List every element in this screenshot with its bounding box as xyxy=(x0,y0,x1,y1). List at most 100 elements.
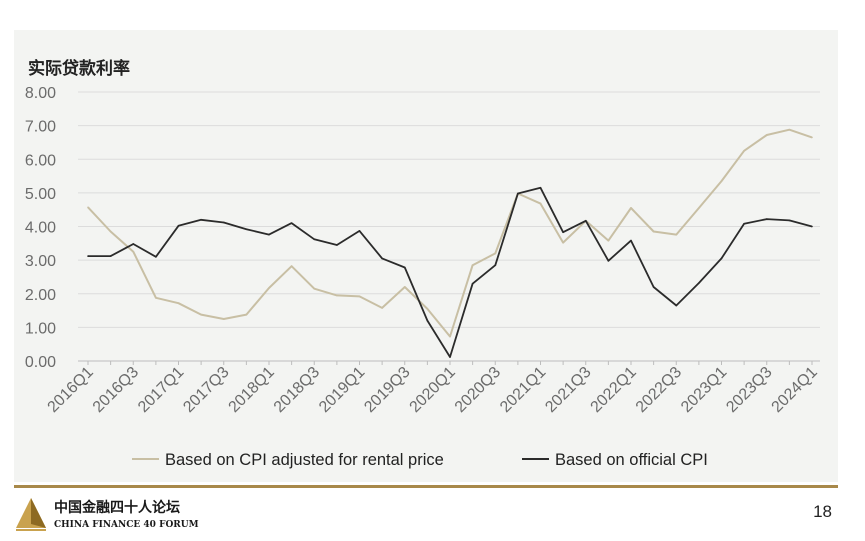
y-tick-label: 4.00 xyxy=(25,220,56,237)
logo-cn-text: 中国金融四十人论坛 xyxy=(54,499,180,516)
x-tick-label: 2020Q3 xyxy=(452,364,504,416)
series-lines xyxy=(87,128,813,358)
data-point xyxy=(245,228,248,230)
data-point xyxy=(788,219,791,222)
data-point xyxy=(313,238,316,241)
y-tick-label: 6.00 xyxy=(25,152,56,169)
legend: Based on CPI adjusted for rental price B… xyxy=(132,451,708,469)
data-point xyxy=(245,313,248,316)
data-point xyxy=(471,282,474,285)
x-tick-label: 2017Q1 xyxy=(135,364,187,416)
data-point xyxy=(268,287,270,289)
data-point xyxy=(268,233,270,236)
y-tick-label: 2.00 xyxy=(25,287,56,304)
data-point xyxy=(765,218,768,220)
data-point xyxy=(177,302,180,304)
y-tick-label: 0.00 xyxy=(25,354,56,371)
x-tick-label: 2021Q1 xyxy=(497,364,549,416)
data-point xyxy=(132,250,135,253)
data-point xyxy=(381,257,383,260)
data-point xyxy=(584,219,587,222)
data-point xyxy=(720,257,723,260)
data-point xyxy=(607,239,610,242)
x-tick-label: 2017Q3 xyxy=(180,364,232,416)
data-point xyxy=(358,295,361,298)
data-point xyxy=(177,225,180,227)
data-point xyxy=(698,207,700,209)
y-axis: 0.00 1.00 2.00 3.00 4.00 5.00 6.00 7.00 8.00 xyxy=(25,85,56,371)
data-point xyxy=(517,192,519,195)
chart-title: 实际贷款利率 xyxy=(28,58,130,79)
y-tick-label: 1.00 xyxy=(25,320,56,337)
series-line-official xyxy=(88,186,813,358)
y-tick-label: 3.00 xyxy=(25,253,56,270)
data-point xyxy=(675,304,678,307)
data-point xyxy=(200,313,202,316)
data-point xyxy=(109,230,112,233)
data-point xyxy=(743,223,745,225)
data-point xyxy=(290,222,293,224)
x-tick-label: 2020Q1 xyxy=(407,364,459,416)
data-point xyxy=(607,259,610,262)
data-point xyxy=(471,264,474,266)
data-point xyxy=(403,266,406,269)
legend-label-official: Based on official CPI xyxy=(555,451,708,469)
data-point xyxy=(155,255,157,258)
data-point xyxy=(109,255,112,257)
data-point xyxy=(336,294,338,297)
data-point xyxy=(426,308,429,310)
data-point xyxy=(381,307,383,309)
data-point xyxy=(698,282,700,284)
data-point xyxy=(652,230,655,233)
data-point xyxy=(403,286,406,288)
x-tick-label: 2016Q1 xyxy=(45,364,97,416)
data-point xyxy=(155,296,157,299)
data-point xyxy=(743,150,745,152)
data-point xyxy=(630,207,632,209)
data-point xyxy=(336,244,338,246)
x-axis: 2016Q12016Q32017Q12017Q32018Q12018Q32019… xyxy=(45,361,821,416)
logo-en-text: CHINA FINANCE 40 FORUM xyxy=(54,520,199,530)
x-tick-label: 2023Q3 xyxy=(723,364,775,416)
x-tick-label: 2016Q3 xyxy=(90,364,142,416)
page-number: 18 xyxy=(813,502,832,521)
y-tick-label: 8.00 xyxy=(25,85,56,102)
footer-divider xyxy=(14,485,838,488)
data-point xyxy=(290,265,293,267)
data-point xyxy=(494,264,497,266)
data-point xyxy=(87,255,89,257)
series-line-rental xyxy=(87,128,813,338)
data-point xyxy=(539,187,542,189)
data-point xyxy=(313,287,316,290)
data-point xyxy=(222,318,225,320)
data-point xyxy=(539,202,542,205)
data-point xyxy=(562,231,564,234)
data-point xyxy=(765,134,768,136)
data-point xyxy=(562,241,564,244)
data-point xyxy=(811,225,813,228)
data-point xyxy=(449,335,451,338)
x-tick-label: 2019Q3 xyxy=(361,364,413,416)
y-tick-label: 7.00 xyxy=(25,119,56,136)
data-point xyxy=(788,128,791,131)
cf40-logo: 中国金融四十人论坛 CHINA FINANCE 40 FORUM xyxy=(14,494,264,534)
data-point xyxy=(652,286,655,288)
pyramid-icon: 中国金融四十人论坛 CHINA FINANCE 40 FORUM xyxy=(16,498,199,531)
y-tick-label: 5.00 xyxy=(25,186,56,203)
x-tick-label: 2022Q3 xyxy=(633,364,685,416)
data-point xyxy=(494,252,497,255)
data-point xyxy=(630,239,632,242)
data-point xyxy=(200,218,202,221)
x-tick-label: 2023Q1 xyxy=(678,364,730,416)
x-tick-label: 2019Q1 xyxy=(316,364,368,416)
x-tick-label: 2022Q1 xyxy=(588,364,640,416)
x-tick-label: 2021Q3 xyxy=(542,364,594,416)
x-tick-label: 2018Q3 xyxy=(271,364,323,416)
data-point xyxy=(358,230,361,232)
data-point xyxy=(87,206,89,209)
data-point xyxy=(222,221,225,224)
data-point xyxy=(811,136,813,139)
x-tick-label: 2018Q1 xyxy=(226,364,278,416)
data-point xyxy=(449,356,451,358)
gridlines xyxy=(78,91,820,362)
